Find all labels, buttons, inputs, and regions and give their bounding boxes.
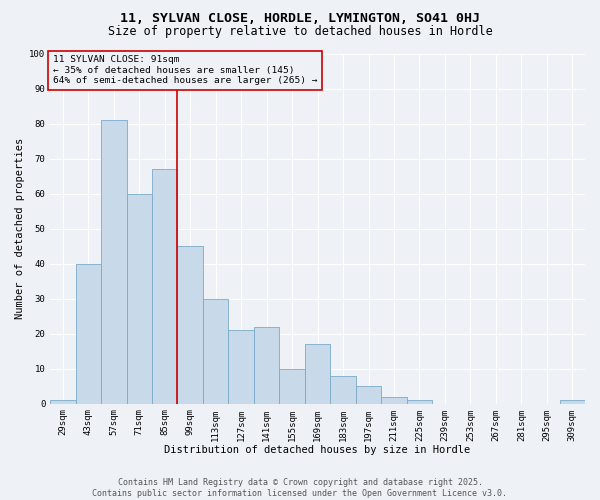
Bar (280, 368, 305, 404)
Bar (381, 396, 407, 404)
Bar (229, 330, 254, 404)
Bar (356, 386, 381, 404)
Bar (331, 376, 356, 404)
Bar (254, 326, 280, 404)
Text: Contains HM Land Registry data © Crown copyright and database right 2025.
Contai: Contains HM Land Registry data © Crown c… (92, 478, 508, 498)
X-axis label: Distribution of detached houses by size in Hordle: Distribution of detached houses by size … (164, 445, 471, 455)
Bar (305, 344, 331, 404)
Bar (203, 298, 229, 404)
Bar (152, 169, 178, 404)
Bar (127, 194, 152, 404)
Bar (50, 400, 76, 404)
Text: 11 SYLVAN CLOSE: 91sqm
← 35% of detached houses are smaller (145)
64% of semi-de: 11 SYLVAN CLOSE: 91sqm ← 35% of detached… (53, 56, 317, 85)
Bar (76, 264, 101, 404)
Bar (101, 120, 127, 404)
Bar (560, 400, 585, 404)
Text: Size of property relative to detached houses in Hordle: Size of property relative to detached ho… (107, 25, 493, 38)
Text: 11, SYLVAN CLOSE, HORDLE, LYMINGTON, SO41 0HJ: 11, SYLVAN CLOSE, HORDLE, LYMINGTON, SO4… (120, 12, 480, 26)
Bar (178, 246, 203, 404)
Y-axis label: Number of detached properties: Number of detached properties (15, 138, 25, 319)
Bar (407, 400, 432, 404)
